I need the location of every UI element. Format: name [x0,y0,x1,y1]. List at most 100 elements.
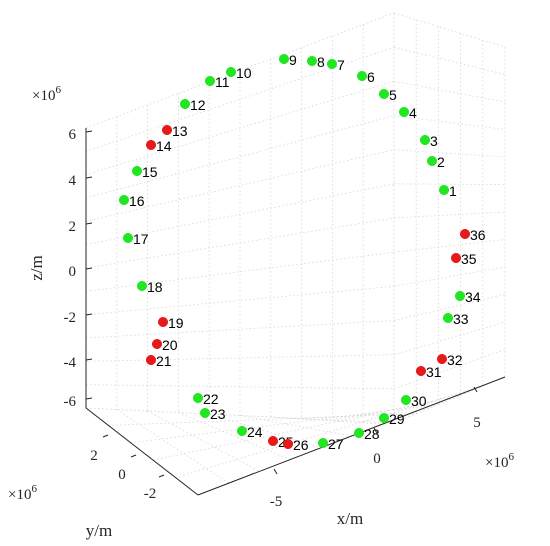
tick-labels: 6 4 2 0 -2 -4 -6 -5 0 5 2 0 -2 [64,127,481,510]
grid-line [209,413,321,449]
x-tick-label: 5 [473,415,481,431]
data-point-label: 11 [215,74,230,90]
data-point-marker [157,316,169,328]
data-point-marker [225,66,237,78]
data-point-label: 2 [437,154,445,170]
grid-line [393,239,506,253]
x-tick-mark [273,468,278,475]
data-point-marker [415,365,427,377]
grid-line [301,412,413,419]
grid-line [270,416,383,425]
data-point-marker [378,412,390,424]
z-axis-label: z/m [27,255,46,281]
z-tick-mark [85,267,93,270]
data-point-label: 19 [168,315,184,331]
data-point-label: 30 [411,393,427,409]
data-point-label: 28 [364,426,380,442]
data-point-marker [326,58,338,70]
y-tick-label: 2 [90,448,98,464]
data-point-marker [192,392,204,404]
y-tick-mark [158,474,165,478]
grid-line [175,385,483,478]
data-point-marker [118,194,130,206]
data-point-marker [151,338,163,350]
data-point-marker [306,55,318,67]
z-tick-label: -4 [64,355,77,371]
grid-line [393,80,506,103]
data-point-label: 27 [328,436,344,452]
data-point-label: 20 [162,337,178,353]
data-point-label: 26 [293,437,309,453]
data-point-label: 24 [247,424,263,440]
data-point-label: 17 [133,231,149,247]
data-point-marker [282,438,294,450]
z-exponent-label: ×106 [32,84,61,104]
data-point-label: 21 [156,353,172,369]
y-tick-label: -2 [144,486,157,502]
data-point-label: 3 [430,133,438,149]
data-point-label: 4 [409,105,417,121]
data-point-marker [436,353,448,365]
data-point-marker [267,435,279,447]
grid-line [393,266,506,287]
z-tick-mark [85,130,93,133]
grid-line [153,395,461,461]
grid-line [393,294,506,321]
data-point-label: 10 [236,65,252,81]
grid-line [85,183,395,246]
axis-labels: z/m x/m y/m [27,255,363,540]
grid-line [393,12,506,48]
z-tick-label: 0 [69,264,77,280]
data-point-label: 5 [389,87,397,103]
x-exponent-label: ×106 [485,451,514,471]
data-point-label: 31 [426,364,442,380]
grid-line [85,149,395,222]
y-tick-label: 0 [118,467,126,483]
grid-line [393,376,506,424]
data-point-marker [199,407,211,419]
y-tick-mark [102,434,109,438]
x-axis-line [197,376,506,496]
data-point-marker [454,290,466,302]
x-tick-mark [473,386,478,393]
data-point-marker [353,427,365,439]
data-point-label: 6 [367,69,375,85]
data-point-marker [204,75,216,87]
data-point-label: 23 [210,406,226,422]
y-axis-line [85,407,199,496]
data-points: 1234567891011121314151617181920212223242… [118,52,486,453]
data-point-marker [122,232,134,244]
data-point-label: 22 [203,391,219,407]
data-point-marker [317,437,329,449]
grid-line [85,320,395,339]
grid-line [85,384,395,390]
z-tick-mark [85,313,93,316]
data-point-marker [426,155,438,167]
data-point-marker [278,53,290,65]
data-point-marker [356,70,368,82]
y-exponent-label: ×106 [8,483,37,503]
data-point-label: 16 [129,193,145,209]
data-point-marker [136,280,148,292]
data-point-label: 29 [389,411,405,427]
grid-line [239,415,352,437]
data-point-label: 34 [465,289,481,305]
data-point-label: 35 [461,251,477,267]
z-tick-label: -6 [64,394,77,410]
data-point-label: 13 [172,123,188,139]
data-point-label: 32 [447,352,463,368]
x-tick-label: -5 [270,494,283,510]
z-tick-label: 2 [69,219,77,235]
grid-line [393,183,506,185]
data-point-label: 1 [449,183,457,199]
y-tick-mark [130,454,137,458]
data-point-label: 33 [453,311,469,327]
x-axis-label: x/m [337,509,363,528]
data-point-marker [179,98,191,110]
data-point-label: 15 [142,164,158,180]
grid-line [393,321,506,356]
grid-line [393,211,506,219]
z-tick-mark [85,222,93,225]
data-point-label: 18 [147,279,163,295]
